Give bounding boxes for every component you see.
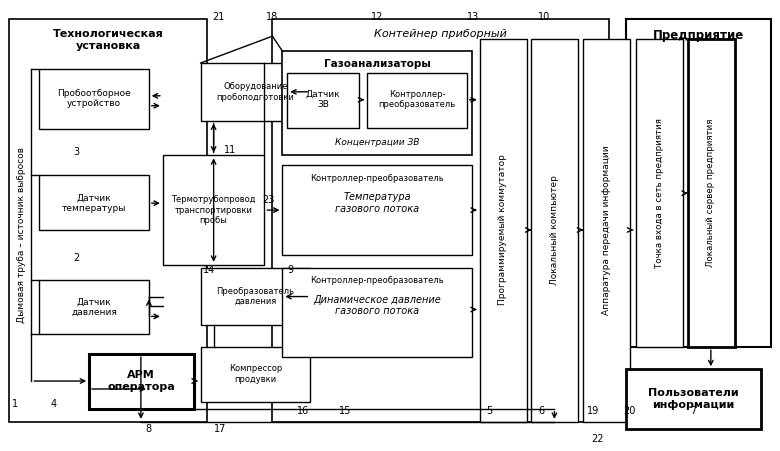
Bar [287,73,359,128]
Bar [163,156,264,265]
Text: Дымовая труба – источник выбросов: Дымовая труба – источник выбросов [17,147,26,323]
Bar [367,73,466,128]
Text: 6: 6 [538,406,544,416]
Bar [636,39,683,347]
Text: Преобразователь
давления: Преобразователь давления [217,287,295,306]
Text: 5: 5 [487,406,493,416]
Bar [200,63,310,121]
Text: Локальный сервер предприятия: Локальный сервер предприятия [707,119,715,267]
Bar [39,69,149,129]
Text: 1: 1 [12,399,19,409]
Bar [688,39,735,347]
Text: 16: 16 [297,406,310,416]
Text: 11: 11 [225,146,236,156]
Text: 15: 15 [339,406,351,416]
Text: Контейнер приборный: Контейнер приборный [374,29,507,39]
Text: Предприятие: Предприятие [654,29,745,42]
Text: 12: 12 [370,12,383,22]
Text: Пробоотборное
устройство: Пробоотборное устройство [57,89,131,109]
Text: Оборудование
пробоподготовки: Оборудование пробоподготовки [217,82,294,101]
Text: 10: 10 [538,12,551,22]
Text: 20: 20 [623,406,636,416]
Text: 8: 8 [146,424,152,434]
Text: 23: 23 [262,195,275,205]
Bar [200,347,310,402]
Text: 18: 18 [266,12,278,22]
Text: 17: 17 [215,424,227,434]
Bar [9,19,207,422]
Bar [272,19,609,422]
Text: 13: 13 [466,12,479,22]
Text: Компрессор
продувки: Компрессор продувки [229,364,282,384]
Text: Датчик
давления: Датчик давления [71,298,117,317]
Text: Пользователи
информации: Пользователи информации [647,388,738,410]
Text: Точка входа в сеть предприятия: Точка входа в сеть предприятия [654,118,664,268]
Text: 9: 9 [287,265,293,275]
Text: Газоанализаторы: Газоанализаторы [324,59,431,69]
Text: Термотрубопровод
транспортировки
пробы: Термотрубопровод транспортировки пробы [172,195,256,225]
Bar [200,268,310,325]
Text: АРМ
оператора: АРМ оператора [107,370,175,392]
Text: Локальный компьютер: Локальный компьютер [550,175,559,285]
Text: 2: 2 [73,253,80,263]
Bar [39,175,149,230]
Bar [626,19,771,347]
Bar [39,280,149,334]
Text: Концентрации ЗВ: Концентрации ЗВ [335,138,419,147]
Text: Динамическое давление
газового потока: Динамическое давление газового потока [314,295,441,316]
Bar [626,369,760,429]
Text: Температура
газового потока: Температура газового потока [335,192,419,214]
Text: 19: 19 [587,406,599,416]
Text: 4: 4 [50,399,56,409]
Text: 22: 22 [591,434,604,444]
Bar [282,51,472,156]
Bar [583,39,630,422]
Text: 21: 21 [212,12,225,22]
Text: 14: 14 [203,265,215,275]
Bar [282,268,472,357]
Text: Программируемый коммутатор: Программируемый коммутатор [498,155,507,305]
Text: Датчик
температуры: Датчик температуры [62,193,126,213]
Text: Технологическая
установка: Технологическая установка [52,29,163,51]
Text: 3: 3 [73,147,80,157]
Bar [282,166,472,255]
Bar [531,39,578,422]
Text: Контроллер-преобразователь: Контроллер-преобразователь [310,276,444,285]
Text: Аппаратура передачи информации: Аппаратура передачи информации [601,145,611,315]
Text: 7: 7 [690,406,696,416]
Text: Контроллер-
преобразователь: Контроллер- преобразователь [378,90,456,110]
Text: Контроллер-преобразователь: Контроллер-преобразователь [310,174,444,183]
Bar [89,354,193,409]
Bar [480,39,526,422]
Text: Датчик
ЗВ: Датчик ЗВ [306,90,341,110]
